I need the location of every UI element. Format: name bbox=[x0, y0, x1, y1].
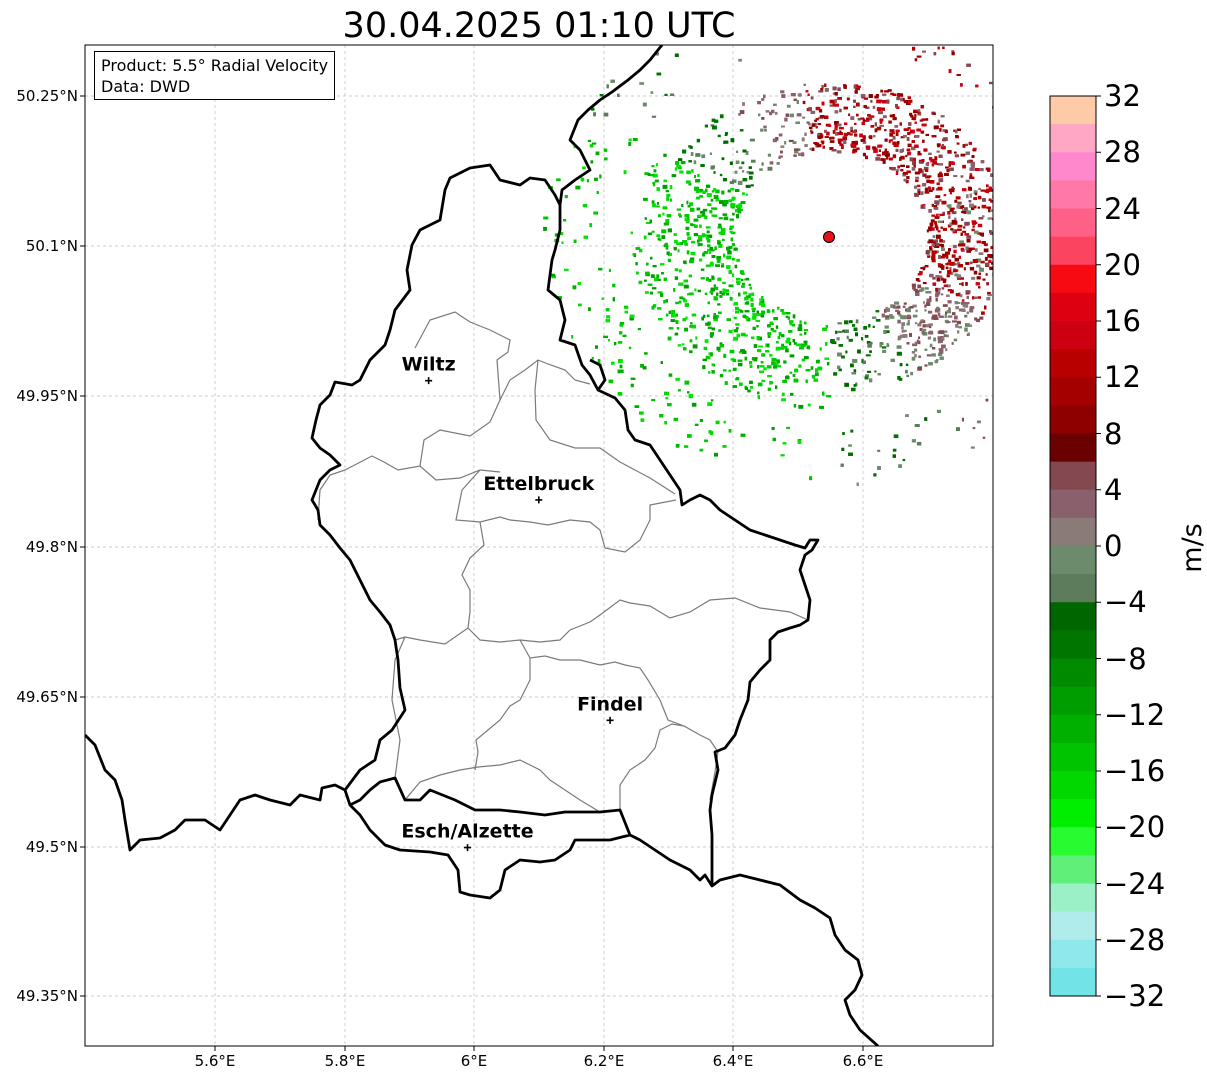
colorbar-segment bbox=[1050, 771, 1096, 800]
lon-tick-label: 6.6°E bbox=[842, 1052, 884, 1070]
colorbar-tick-label: 12 bbox=[1104, 360, 1141, 395]
colorbar bbox=[1050, 96, 1096, 997]
lat-tick-marks bbox=[80, 95, 85, 997]
colorbar-tick-label: −8 bbox=[1104, 641, 1147, 676]
colorbar-tick-label: −28 bbox=[1104, 922, 1166, 957]
colorbar-segment bbox=[1050, 742, 1096, 772]
colorbar-tick-label: 16 bbox=[1104, 304, 1141, 338]
colorbar-segment bbox=[1050, 405, 1096, 434]
colorbar-segment bbox=[1050, 377, 1096, 406]
colorbar-segment bbox=[1050, 546, 1096, 575]
lat-tick-label: 49.65°N bbox=[16, 688, 78, 706]
colorbar-segment bbox=[1050, 827, 1096, 856]
colorbar-tick-marks bbox=[1096, 95, 1101, 997]
lon-tick-label: 6.4°E bbox=[712, 1052, 754, 1070]
colorbar-segment bbox=[1050, 574, 1096, 603]
city-marker bbox=[535, 496, 543, 504]
lat-tick-label: 49.8°N bbox=[25, 538, 78, 556]
map-frame bbox=[84, 44, 994, 1047]
city-label: Wiltz bbox=[402, 354, 456, 376]
lon-tick-label: 5.8°E bbox=[324, 1052, 366, 1070]
colorbar-segment bbox=[1050, 433, 1096, 463]
colorbar-segment bbox=[1050, 208, 1096, 238]
colorbar-tick-label: −20 bbox=[1104, 810, 1166, 845]
colorbar-tick-label: 4 bbox=[1104, 472, 1123, 507]
city-marker bbox=[425, 377, 433, 385]
colorbar-segment bbox=[1050, 461, 1096, 491]
gridlines bbox=[85, 45, 993, 1046]
colorbar-tick-label: 20 bbox=[1104, 247, 1141, 282]
lon-tick-label: 6°E bbox=[460, 1052, 488, 1070]
colorbar-segment bbox=[1050, 939, 1096, 969]
colorbar-tick-label: 32 bbox=[1104, 79, 1141, 113]
colorbar-segment bbox=[1050, 658, 1096, 688]
map-title: 30.04.2025 01:10 UTC bbox=[342, 6, 736, 46]
lon-tick-label: 6.2°E bbox=[583, 1052, 625, 1070]
colorbar-segment bbox=[1050, 96, 1096, 125]
colorbar-segment bbox=[1050, 321, 1096, 350]
colorbar-segment bbox=[1050, 602, 1096, 631]
colorbar-segment bbox=[1050, 517, 1096, 547]
colorbar-segment bbox=[1050, 799, 1096, 828]
colorbar-segment bbox=[1050, 855, 1096, 884]
lat-tick-label: 50.25°N bbox=[16, 87, 78, 105]
colorbar-segment bbox=[1050, 489, 1096, 519]
colorbar-segment bbox=[1050, 349, 1096, 378]
colorbar-segment bbox=[1050, 630, 1096, 659]
lon-tick-label: 5.6°E bbox=[194, 1052, 236, 1070]
colorbar-segment bbox=[1050, 686, 1096, 716]
colorbar-tick-label: 8 bbox=[1104, 416, 1123, 451]
lat-tick-label: 50.1°N bbox=[25, 237, 78, 255]
lon-tick-marks bbox=[214, 1046, 864, 1051]
lat-tick-label: 49.5°N bbox=[25, 838, 78, 856]
city-marker bbox=[606, 716, 614, 724]
city-label: Ettelbruck bbox=[483, 473, 594, 495]
colorbar-tick-label: −16 bbox=[1104, 754, 1166, 788]
colorbar-segment bbox=[1050, 180, 1096, 209]
colorbar-segment bbox=[1050, 152, 1096, 181]
colorbar-segment bbox=[1050, 967, 1096, 997]
lat-tick-label: 49.35°N bbox=[16, 987, 78, 1005]
colorbar-tick-label: −24 bbox=[1104, 866, 1166, 901]
colorbar-tick-label: −12 bbox=[1104, 697, 1166, 732]
city-markers: Wiltz Ettelbruck Findel Esch/Alzette bbox=[401, 354, 643, 852]
country-borders bbox=[85, 45, 879, 1046]
canton-boundaries bbox=[317, 311, 809, 836]
radar-site-marker bbox=[823, 231, 835, 243]
colorbar-tick-label: −32 bbox=[1104, 979, 1166, 1013]
data-source-label: Data: DWD bbox=[101, 77, 191, 96]
city-marker bbox=[464, 844, 472, 852]
colorbar-segment bbox=[1050, 714, 1096, 744]
city-label: Esch/Alzette bbox=[401, 821, 533, 843]
colorbar-segment bbox=[1050, 236, 1096, 266]
colorbar-segment bbox=[1050, 124, 1096, 153]
lat-tick-label: 49.95°N bbox=[16, 387, 78, 405]
colorbar-tick-label: −4 bbox=[1104, 585, 1147, 620]
info-box: Product: 5.5° Radial Velocity Data: DWD bbox=[94, 51, 336, 100]
colorbar-tick-label: 24 bbox=[1104, 191, 1141, 226]
colorbar-segment bbox=[1050, 883, 1096, 913]
radar-velocity-echoes bbox=[543, 46, 993, 486]
colorbar-unit-label: m/s bbox=[1177, 523, 1207, 573]
colorbar-segment bbox=[1050, 911, 1096, 941]
colorbar-segment bbox=[1050, 292, 1096, 322]
colorbar-tick-label: 28 bbox=[1104, 135, 1141, 170]
colorbar-tick-label: 0 bbox=[1104, 529, 1123, 563]
city-label: Findel bbox=[577, 693, 643, 715]
colorbar-segment bbox=[1050, 264, 1096, 294]
product-label: Product: 5.5° Radial Velocity bbox=[101, 56, 329, 75]
